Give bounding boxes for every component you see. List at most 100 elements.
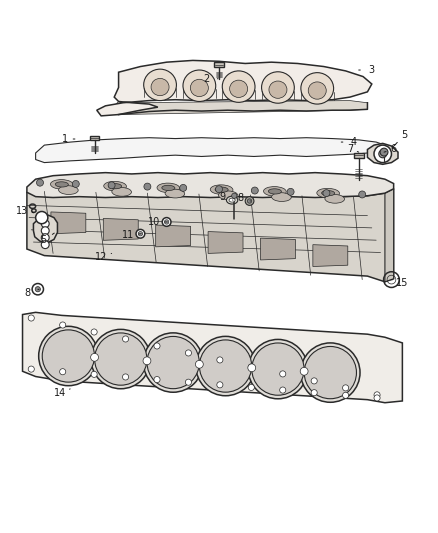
Text: 1: 1: [62, 134, 68, 144]
Ellipse shape: [317, 188, 339, 198]
Polygon shape: [354, 153, 364, 158]
Ellipse shape: [215, 187, 228, 192]
Circle shape: [91, 329, 97, 335]
Circle shape: [196, 336, 255, 395]
Ellipse shape: [165, 189, 185, 198]
Polygon shape: [155, 225, 191, 247]
Circle shape: [300, 367, 308, 375]
Circle shape: [311, 390, 317, 395]
Circle shape: [143, 357, 151, 365]
Ellipse shape: [144, 69, 177, 101]
Polygon shape: [22, 312, 403, 403]
Circle shape: [72, 181, 79, 188]
Circle shape: [95, 333, 147, 385]
Circle shape: [60, 369, 66, 375]
Polygon shape: [214, 62, 224, 67]
Circle shape: [374, 395, 380, 401]
Circle shape: [35, 287, 40, 292]
Ellipse shape: [269, 81, 287, 98]
Circle shape: [379, 150, 387, 158]
Polygon shape: [114, 101, 367, 115]
Circle shape: [323, 190, 330, 197]
Circle shape: [123, 336, 129, 342]
Circle shape: [374, 392, 380, 398]
Circle shape: [39, 326, 98, 386]
Ellipse shape: [325, 195, 345, 203]
Ellipse shape: [55, 182, 68, 187]
Ellipse shape: [222, 71, 255, 102]
Ellipse shape: [183, 70, 216, 101]
Text: 12: 12: [95, 252, 107, 262]
Ellipse shape: [229, 198, 235, 202]
Circle shape: [217, 357, 223, 363]
Circle shape: [91, 372, 97, 377]
Polygon shape: [385, 189, 394, 282]
Circle shape: [251, 187, 258, 194]
Polygon shape: [90, 135, 99, 140]
Text: 7: 7: [347, 143, 353, 154]
Polygon shape: [103, 219, 138, 240]
Circle shape: [185, 379, 191, 385]
Circle shape: [287, 188, 294, 195]
Circle shape: [232, 193, 237, 198]
Polygon shape: [51, 212, 86, 234]
Circle shape: [41, 227, 49, 235]
Text: 4: 4: [350, 137, 357, 147]
Polygon shape: [367, 143, 398, 164]
Ellipse shape: [191, 79, 208, 96]
Ellipse shape: [59, 185, 78, 195]
Circle shape: [343, 385, 349, 391]
Circle shape: [28, 366, 34, 372]
Text: 2: 2: [204, 74, 210, 84]
Circle shape: [36, 179, 43, 186]
Circle shape: [123, 374, 129, 380]
Polygon shape: [313, 245, 348, 266]
Circle shape: [311, 378, 317, 384]
Ellipse shape: [162, 185, 175, 190]
Text: 8: 8: [237, 192, 243, 203]
Circle shape: [185, 350, 191, 356]
Text: 5: 5: [402, 130, 408, 140]
Ellipse shape: [268, 189, 282, 194]
Circle shape: [248, 384, 254, 391]
Circle shape: [35, 212, 48, 224]
Text: 8: 8: [25, 288, 31, 298]
Circle shape: [300, 343, 360, 402]
Circle shape: [144, 183, 151, 190]
Ellipse shape: [230, 80, 247, 98]
Text: 15: 15: [396, 278, 409, 288]
Text: 13: 13: [15, 206, 28, 216]
Circle shape: [343, 392, 349, 398]
Circle shape: [359, 191, 366, 198]
Ellipse shape: [301, 72, 334, 104]
Circle shape: [304, 346, 357, 399]
Circle shape: [144, 333, 203, 392]
Circle shape: [252, 343, 304, 395]
Ellipse shape: [104, 181, 127, 191]
Circle shape: [180, 184, 187, 191]
Ellipse shape: [109, 183, 122, 189]
Text: 3: 3: [368, 65, 374, 75]
Ellipse shape: [321, 190, 335, 196]
Circle shape: [162, 217, 171, 227]
Ellipse shape: [308, 82, 326, 99]
Polygon shape: [97, 60, 372, 116]
Polygon shape: [35, 138, 385, 163]
Polygon shape: [261, 238, 295, 260]
Circle shape: [245, 197, 254, 205]
Ellipse shape: [272, 193, 291, 201]
Text: 6: 6: [391, 144, 397, 155]
Circle shape: [138, 231, 143, 236]
Circle shape: [248, 364, 254, 370]
Ellipse shape: [112, 188, 131, 196]
Ellipse shape: [261, 72, 294, 103]
Text: 14: 14: [53, 388, 66, 398]
Ellipse shape: [50, 180, 73, 189]
Circle shape: [28, 315, 34, 321]
Circle shape: [60, 322, 66, 328]
Circle shape: [380, 148, 388, 156]
Circle shape: [91, 353, 99, 361]
Polygon shape: [208, 231, 243, 253]
Ellipse shape: [157, 183, 180, 193]
Polygon shape: [27, 189, 394, 282]
